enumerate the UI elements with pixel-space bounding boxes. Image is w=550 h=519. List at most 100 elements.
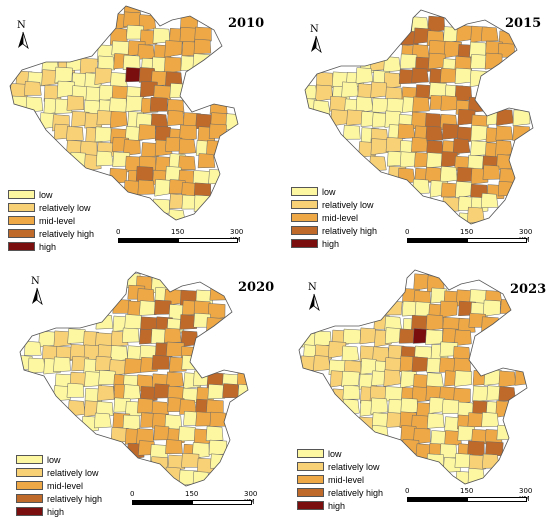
county-region (124, 314, 142, 330)
legend-item-high: high (16, 505, 102, 518)
legend-item-high: high (297, 499, 383, 512)
legend: low relatively low mid-level relatively … (291, 185, 377, 250)
county-region (440, 95, 459, 111)
map-panel-2010: 2010 N low relatively low mid-level rela… (0, 0, 275, 259)
county-region (482, 299, 501, 317)
county-region (425, 166, 443, 182)
county-region (455, 181, 473, 199)
county-region (98, 369, 116, 386)
county-region (441, 196, 460, 213)
year-label: 2010 (228, 16, 265, 31)
county-region (425, 125, 444, 141)
county-region (426, 412, 445, 429)
county-region (411, 137, 429, 153)
legend: low relatively low mid-level relatively … (16, 453, 102, 518)
county-region (207, 383, 226, 400)
scale-bar: 0 150 300 KM (405, 487, 532, 511)
county-region (485, 441, 504, 457)
county-region (123, 384, 141, 400)
county-region (125, 95, 144, 112)
county-region (343, 124, 361, 140)
county-region (208, 169, 226, 185)
province-outline (9, 5, 239, 221)
county-region (151, 355, 170, 370)
county-region (512, 125, 530, 141)
county-region (94, 412, 112, 429)
county-region (169, 83, 189, 99)
county-region (498, 370, 517, 388)
county-region (164, 40, 183, 58)
county-region (441, 123, 460, 140)
map-panel-2020: 2020 N low relatively low mid-level rela… (0, 260, 275, 519)
county-region (498, 386, 516, 402)
legend-item-relatively-high: relatively high (16, 492, 102, 505)
county-region (481, 316, 499, 334)
county-region (193, 38, 212, 55)
county-region (179, 124, 197, 142)
county-region (67, 328, 86, 344)
county-region (467, 154, 486, 170)
legend-item-relatively-low: relatively low (16, 466, 102, 479)
north-arrow-icon: N (28, 276, 46, 308)
county-region (440, 166, 458, 183)
county-region (139, 300, 157, 316)
legend-item-relatively-low: relatively low (8, 201, 94, 214)
county-region (166, 371, 184, 388)
county-region (411, 67, 429, 84)
county-region (441, 399, 460, 414)
county-region (163, 56, 182, 74)
county-region (94, 67, 112, 86)
year-label: 2020 (238, 280, 275, 295)
county-region (514, 369, 527, 386)
county-region (110, 345, 128, 363)
legend-item-relatively-high: relatively high (8, 227, 94, 240)
county-region (178, 426, 196, 442)
county-region (357, 83, 375, 100)
county-region (383, 369, 402, 387)
county-region (149, 96, 168, 112)
county-region (467, 206, 485, 224)
county-region (178, 138, 197, 155)
county-region (53, 356, 71, 373)
north-arrow-icon: N (14, 20, 32, 52)
county-region (470, 140, 488, 157)
county-region (342, 328, 361, 345)
county-region (123, 11, 141, 28)
map-panel-2015: 2015 N low relatively low mid-level rela… (275, 0, 550, 259)
county-region (370, 138, 389, 156)
county-region (484, 52, 503, 70)
legend: low relatively low mid-level relatively … (297, 447, 383, 512)
legend-item-low: low (16, 453, 102, 466)
county-region (225, 113, 238, 131)
county-region (95, 314, 114, 330)
county-region (210, 453, 228, 469)
county-region (165, 439, 183, 455)
north-arrow-icon: N (305, 282, 323, 314)
county-region (411, 386, 430, 403)
county-region (66, 126, 84, 141)
legend-item-relatively-high: relatively high (297, 486, 383, 499)
county-region (313, 355, 331, 372)
county-region (412, 96, 430, 113)
county-region (454, 329, 472, 346)
county-region (469, 70, 488, 87)
county-region (468, 454, 487, 472)
province-outline (19, 271, 249, 487)
county-region (355, 67, 374, 84)
legend-item-low: low (291, 185, 377, 198)
county-region (95, 150, 114, 167)
county-region (397, 167, 416, 185)
county-region (305, 84, 318, 100)
choropleth-map (298, 269, 528, 485)
legend-item-high: high (291, 237, 377, 250)
county-region (179, 314, 198, 330)
county-region (66, 382, 85, 398)
county-region (237, 384, 248, 400)
county-region (495, 125, 514, 141)
county-region (313, 330, 332, 348)
county-region (167, 110, 185, 127)
county-region (205, 425, 224, 442)
north-arrow-icon: N (307, 24, 325, 56)
county-region (123, 139, 141, 156)
county-region (370, 81, 388, 99)
